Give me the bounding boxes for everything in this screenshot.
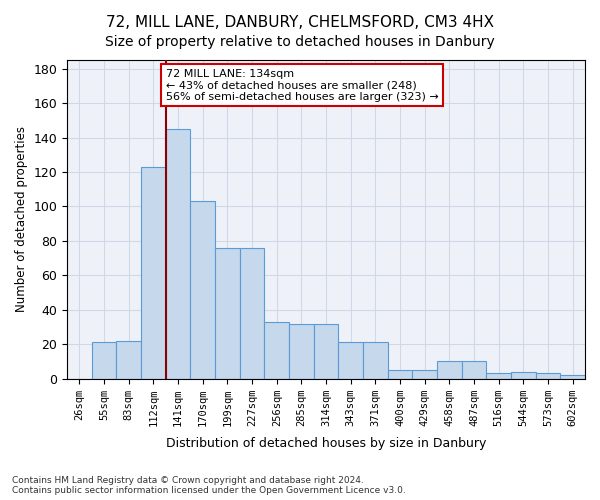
Bar (265, 322, 289, 378)
Bar (412, 370, 437, 378)
Bar (166, 129, 190, 378)
Bar (314, 324, 338, 378)
Bar (338, 342, 363, 378)
Bar (462, 362, 487, 378)
Bar (388, 370, 412, 378)
Bar (437, 362, 462, 378)
Bar (560, 375, 585, 378)
Bar (289, 324, 314, 378)
Bar (511, 372, 536, 378)
Bar (116, 341, 141, 378)
Bar (240, 248, 265, 378)
Text: 72 MILL LANE: 134sqm
← 43% of detached houses are smaller (248)
56% of semi-deta: 72 MILL LANE: 134sqm ← 43% of detached h… (166, 68, 439, 102)
Bar (487, 374, 511, 378)
Text: Contains HM Land Registry data © Crown copyright and database right 2024.
Contai: Contains HM Land Registry data © Crown c… (12, 476, 406, 495)
Text: 72, MILL LANE, DANBURY, CHELMSFORD, CM3 4HX: 72, MILL LANE, DANBURY, CHELMSFORD, CM3 … (106, 15, 494, 30)
Bar (141, 167, 166, 378)
Y-axis label: Number of detached properties: Number of detached properties (15, 126, 28, 312)
Bar (92, 342, 116, 378)
Bar (363, 342, 388, 378)
Text: Size of property relative to detached houses in Danbury: Size of property relative to detached ho… (105, 35, 495, 49)
X-axis label: Distribution of detached houses by size in Danbury: Distribution of detached houses by size … (166, 437, 486, 450)
Bar (190, 201, 215, 378)
Bar (536, 374, 560, 378)
Bar (215, 248, 240, 378)
